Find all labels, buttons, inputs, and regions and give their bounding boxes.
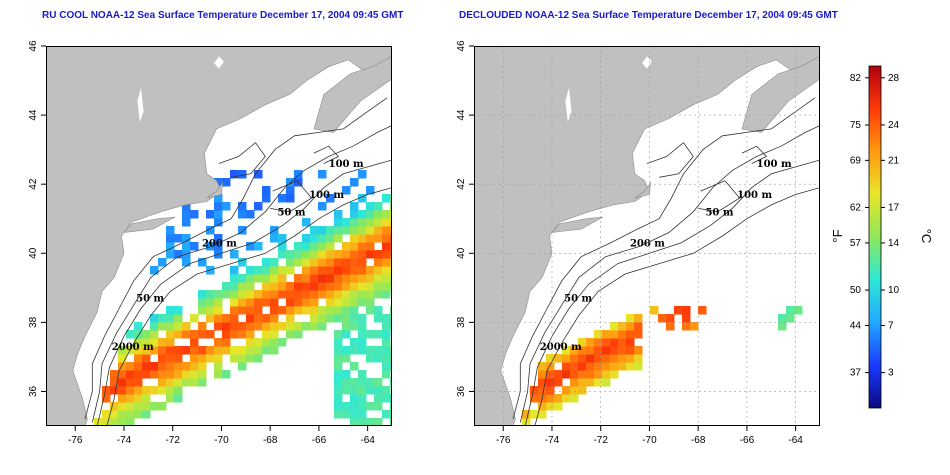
longitude-tick-label: -72 [165,435,180,446]
contour-label: 2000 m [540,342,582,353]
fahrenheit-tick-label: 50 [850,285,862,296]
raw-sst-map: 100 m 100 m 50 m 200 m 50 m 2000 m -76 -74 -72 -7… [28,40,392,446]
longitude-tick-label: -76 [496,435,511,446]
contour-label: 50 m [705,207,733,218]
celsius-unit-label: °C [919,229,934,244]
contour-label: 2000 m [112,342,154,353]
longitude-tick-label: -64 [788,435,803,446]
celsius-tick-label: 10 [888,285,900,296]
latitude-tick-label: 36 [456,385,467,397]
fahrenheit-tick-label: 62 [850,203,862,214]
latitude-tick-label: 40 [28,247,39,259]
celsius-tick-label: 3 [888,368,894,379]
celsius-tick-label: 28 [888,73,900,84]
longitude-tick-label: -74 [117,435,132,446]
fahrenheit-tick-label: 75 [850,120,862,131]
latitude-tick-label: 44 [456,109,467,121]
temperature-colorbar: 82 28 75 24 69 21 62 17 57 14 50 10 44 7 37 3 °F °C [820,46,950,426]
left-map-title: RU COOL NOAA-12 Sea Surface Temperature … [42,10,404,21]
contour-label: 200 m [630,238,665,249]
declouded-sst-map: 100 m 100 m 50 m 200 m 50 m 2000 m -76 -74 -72 -7… [456,40,820,446]
contour-label: 100 m [737,190,772,201]
land-mass [474,46,820,426]
map-frame [46,46,392,426]
fahrenheit-tick-label: 57 [850,238,862,249]
latitude-tick-label: 40 [456,247,467,259]
celsius-tick-label: 21 [888,155,900,166]
right-map-title: DECLOUDED NOAA-12 Sea Surface Temperatur… [459,10,838,21]
celsius-tick-label: 24 [888,120,900,131]
fahrenheit-tick-label: 69 [850,155,862,166]
contour-label: 200 m [202,238,237,249]
bathymetry-contours [84,97,392,426]
latitude-tick-label: 38 [456,316,467,328]
celsius-tick-label: 14 [888,238,900,249]
latitude-tick-label: 38 [28,316,39,328]
latitude-tick-label: 42 [28,178,39,190]
fahrenheit-tick-label: 44 [850,320,862,331]
longitude-tick-label: -74 [545,435,560,446]
fahrenheit-unit-label: °F [830,229,845,242]
contour-label: 50 m [136,294,164,305]
fahrenheit-tick-label: 82 [850,73,862,84]
sst-field [522,306,803,426]
contour-label: 50 m [564,294,592,305]
longitude-tick-label: -72 [593,435,608,446]
contour-label: 50 m [277,207,305,218]
contour-label: 100 m [329,159,364,170]
longitude-tick-label: -68 [263,435,278,446]
contour-label: 100 m [757,159,792,170]
longitude-tick-label: -66 [740,435,755,446]
longitude-tick-label: -68 [691,435,706,446]
map-frame [474,46,820,426]
latitude-tick-label: 46 [28,40,39,52]
map-grid [474,46,820,426]
celsius-tick-label: 17 [888,203,900,214]
longitude-tick-label: -76 [68,435,83,446]
longitude-tick-label: -70 [642,435,657,446]
longitude-tick-label: -70 [214,435,229,446]
latitude-tick-label: 44 [28,109,39,121]
latitude-tick-label: 46 [456,40,467,52]
latitude-tick-label: 42 [456,178,467,190]
land-mass [46,46,392,426]
latitude-tick-label: 36 [28,385,39,397]
colorbar-gradient [868,65,882,409]
longitude-tick-label: -64 [360,435,375,446]
celsius-tick-label: 7 [888,320,894,331]
fahrenheit-tick-label: 37 [850,368,862,379]
longitude-tick-label: -66 [312,435,327,446]
contour-label: 100 m [309,190,344,201]
